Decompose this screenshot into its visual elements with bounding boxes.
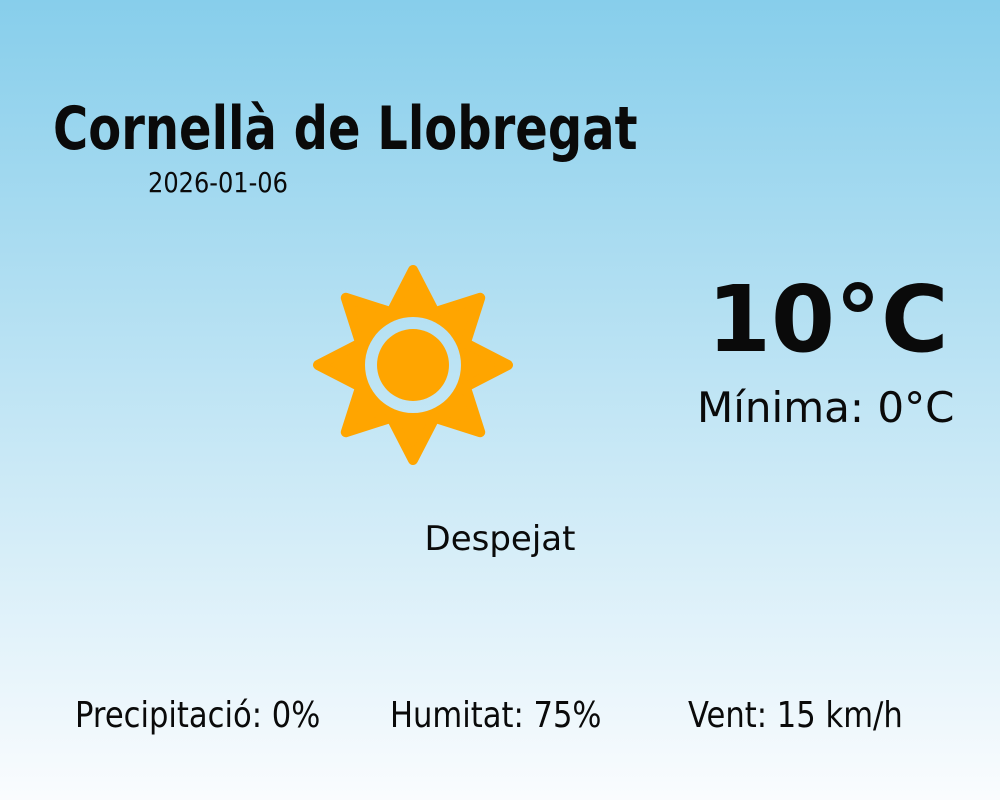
date-label: 2026-01-06: [148, 166, 288, 199]
minimum-temperature: Mínima: 0°C: [697, 383, 955, 432]
location-title: Cornellà de Llobregat: [53, 94, 638, 164]
current-temperature: 10°C: [707, 266, 949, 373]
sun-icon: [313, 265, 513, 465]
metric-precipitation: Precipitació: 0%: [75, 695, 321, 736]
metric-wind: Vent: 15 km/h: [688, 695, 903, 736]
metric-humidity: Humitat: 75%: [390, 695, 602, 736]
condition-label: Despejat: [424, 519, 576, 559]
